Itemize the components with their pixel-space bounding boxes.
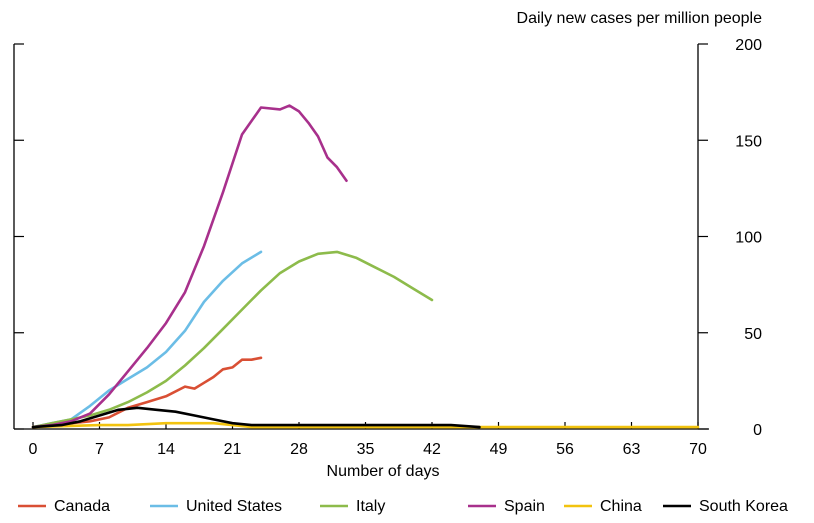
y-tick-label: 200: [735, 37, 762, 54]
legend-item-south-korea: South Korea: [663, 498, 788, 515]
legend-item-united-states: United States: [150, 498, 282, 515]
legend-label: South Korea: [699, 498, 788, 515]
y-tick-label: 50: [744, 326, 762, 343]
y-tick-label: 100: [735, 230, 762, 247]
series-line-china: [31, 421, 700, 429]
series-line-south-korea: [31, 406, 481, 429]
axes: [13, 44, 709, 430]
x-tick-label: 0: [29, 441, 38, 458]
legend-item-italy: Italy: [320, 498, 385, 515]
y-axis-title: Daily new cases per million people: [517, 10, 763, 27]
x-tick-label: 63: [623, 441, 641, 458]
series-line-italy: [31, 250, 434, 429]
x-tick-label: 35: [357, 441, 375, 458]
x-tick-label: 70: [689, 441, 707, 458]
x-axis-ticks: 0 7 14 21 28 35 42 49 56 63 70: [29, 422, 707, 458]
x-tick-label: 42: [423, 441, 441, 458]
legend-label: Italy: [356, 498, 385, 515]
x-tick-label: 7: [95, 441, 104, 458]
y-tick-label: 0: [753, 422, 762, 439]
legend-item-china: China: [564, 498, 642, 515]
legend-label: Spain: [504, 498, 545, 515]
x-tick-label: 28: [290, 441, 308, 458]
legend-label: China: [600, 498, 642, 515]
legend-label: Canada: [54, 498, 110, 515]
legend-item-canada: Canada: [18, 498, 110, 515]
series-lines: [31, 104, 700, 429]
legend-item-spain: Spain: [468, 498, 545, 515]
legend-label: United States: [186, 498, 282, 515]
series-line-spain: [31, 104, 348, 429]
x-tick-label: 14: [157, 441, 175, 458]
x-axis-title: Number of days: [327, 463, 440, 480]
x-tick-label: 56: [556, 441, 574, 458]
x-tick-label: 21: [224, 441, 242, 458]
x-tick-label: 49: [490, 441, 508, 458]
y-tick-label: 150: [735, 133, 762, 150]
series-line-canada: [31, 356, 263, 429]
legend: Canada United States Italy Spain China South …: [18, 498, 788, 515]
y-axis-ticks: 0 50 100 150 200: [14, 37, 762, 439]
